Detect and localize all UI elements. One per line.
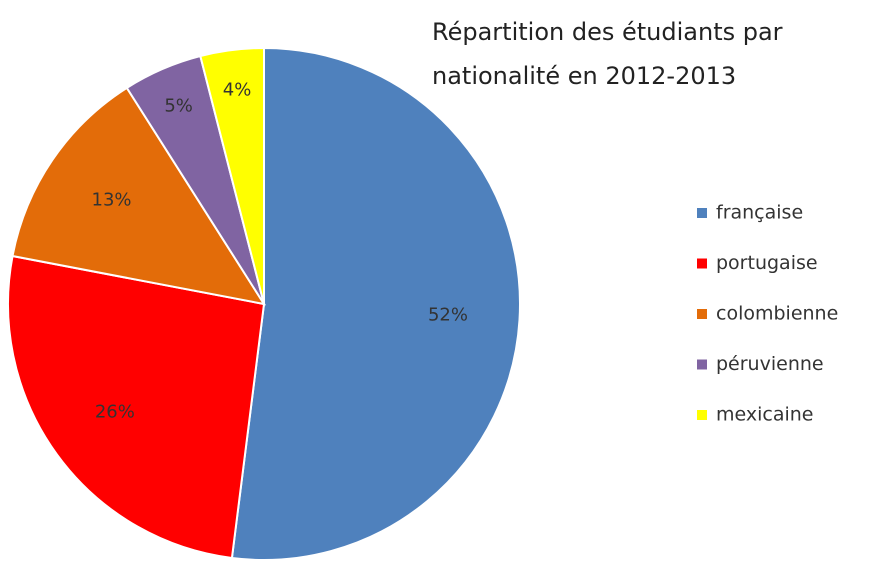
legend-swatch xyxy=(697,208,707,218)
data-label: 52% xyxy=(428,305,468,326)
legend-label: colombienne xyxy=(716,303,838,325)
data-label: 4% xyxy=(223,80,252,101)
pie-slice xyxy=(7,254,266,560)
legend-swatch xyxy=(697,258,707,269)
data-label: 13% xyxy=(92,189,132,210)
legend-label: française xyxy=(716,202,803,224)
legend-label: péruvienne xyxy=(716,353,824,375)
chart-title: Répartition des étudiants par nationalit… xyxy=(432,18,783,90)
pie-slice xyxy=(230,46,521,561)
legend-label: mexicaine xyxy=(716,404,814,426)
data-label: 5% xyxy=(164,96,193,117)
pie-slice xyxy=(11,86,267,306)
legend-swatch xyxy=(697,410,707,420)
data-label: 26% xyxy=(95,401,135,422)
legend-label: portugaise xyxy=(716,252,818,274)
pie-slice xyxy=(199,46,265,305)
legend-swatch xyxy=(697,309,707,319)
legend-swatch xyxy=(697,359,707,370)
